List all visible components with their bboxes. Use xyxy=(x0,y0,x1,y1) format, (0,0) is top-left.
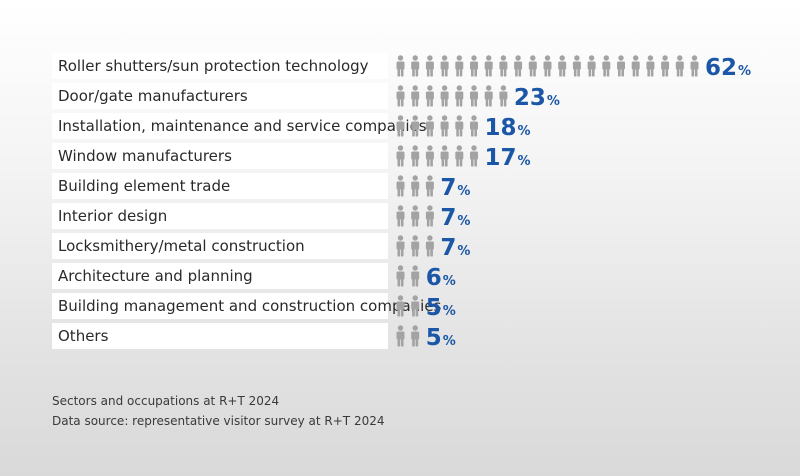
person-icon xyxy=(425,205,434,227)
person-icon xyxy=(396,55,405,77)
person-icon xyxy=(661,55,670,77)
person-icon xyxy=(499,85,508,107)
person-icon xyxy=(411,55,420,77)
category-label: Architecture and planning xyxy=(58,267,253,285)
value-label: 7% xyxy=(440,205,470,231)
row-label-background xyxy=(52,53,388,79)
person-icon xyxy=(425,115,434,137)
person-icon xyxy=(470,145,478,167)
category-label: Roller shutters/sun protection technolog… xyxy=(58,57,369,75)
chart-row: Others 5% xyxy=(52,323,456,351)
person-icon xyxy=(411,265,420,287)
person-icon xyxy=(484,85,493,107)
person-icon xyxy=(425,235,434,257)
chart-row: Architecture and planning 6% xyxy=(52,263,456,291)
row-label-background xyxy=(52,293,388,319)
person-icon xyxy=(440,145,449,167)
value-label: 62% xyxy=(705,55,751,81)
row-label-background xyxy=(52,263,388,289)
person-icon xyxy=(690,55,699,77)
category-label: Door/gate manufacturers xyxy=(58,87,248,105)
person-icon xyxy=(675,55,684,77)
category-label: Others xyxy=(58,327,109,345)
chart-row: Interior design 7% xyxy=(52,203,470,231)
category-label: Building management and construction com… xyxy=(58,297,442,315)
person-icon xyxy=(528,55,537,77)
person-icon xyxy=(411,205,420,227)
person-icon xyxy=(455,55,464,77)
person-icon xyxy=(646,55,655,77)
person-icon xyxy=(455,145,464,167)
chart-row: Locksmithery/metal construction 7% xyxy=(52,233,470,261)
person-icon xyxy=(396,325,405,347)
category-label: Locksmithery/metal construction xyxy=(58,237,305,255)
row-label-background xyxy=(52,233,388,259)
person-icon xyxy=(396,235,405,257)
value-label: 5% xyxy=(426,325,456,351)
person-icon xyxy=(396,175,405,197)
person-icon xyxy=(587,55,596,77)
row-label-background xyxy=(52,83,388,109)
row-label-background xyxy=(52,173,388,199)
value-label: 17% xyxy=(485,145,531,171)
person-icon xyxy=(396,205,405,227)
chart-row: Building element trade 7% xyxy=(52,173,470,201)
value-label: 23% xyxy=(514,85,560,111)
person-icon xyxy=(425,175,434,197)
person-icon xyxy=(411,85,420,107)
person-icon xyxy=(470,55,478,77)
category-label: Interior design xyxy=(58,207,167,225)
chart-row: Installation, maintenance and service co… xyxy=(52,113,531,141)
person-icon xyxy=(455,85,464,107)
person-icon xyxy=(440,55,449,77)
person-icon xyxy=(543,55,552,77)
person-icon xyxy=(631,55,640,77)
footer-source: Data source: representative visitor surv… xyxy=(52,414,385,428)
chart-row: Door/gate manufacturers 23% xyxy=(52,83,560,111)
person-icon xyxy=(617,55,625,77)
person-icon xyxy=(499,55,508,77)
person-icon xyxy=(484,55,493,77)
value-label: 5% xyxy=(426,295,456,321)
person-icon xyxy=(558,55,567,77)
person-icon xyxy=(411,145,420,167)
person-icon xyxy=(470,115,478,137)
person-icon xyxy=(440,85,449,107)
value-label: 7% xyxy=(440,235,470,261)
chart-row: Building management and construction com… xyxy=(52,293,456,321)
row-label-background xyxy=(52,143,388,169)
person-icon xyxy=(396,145,405,167)
row-label-background xyxy=(52,203,388,229)
person-icon xyxy=(455,115,464,137)
category-label: Building element trade xyxy=(58,177,230,195)
footer-caption: Sectors and occupations at R+T 2024 xyxy=(52,394,280,408)
person-icon xyxy=(396,265,405,287)
person-icon xyxy=(411,325,420,347)
person-icon xyxy=(411,235,420,257)
value-label: 18% xyxy=(485,115,531,141)
person-icon xyxy=(396,85,405,107)
person-icon xyxy=(411,175,420,197)
person-icon xyxy=(572,55,581,77)
person-icon xyxy=(440,115,449,137)
person-icon xyxy=(425,145,434,167)
chart-row: Roller shutters/sun protection technolog… xyxy=(52,53,751,81)
category-label: Window manufacturers xyxy=(58,147,232,165)
person-icon xyxy=(425,55,434,77)
value-label: 7% xyxy=(440,175,470,201)
person-icon xyxy=(470,85,478,107)
person-icon xyxy=(514,55,523,77)
value-label: 6% xyxy=(426,265,456,291)
person-icon xyxy=(602,55,611,77)
category-label: Installation, maintenance and service co… xyxy=(58,117,427,135)
row-label-background xyxy=(52,113,388,139)
person-icon xyxy=(425,85,434,107)
row-label-background xyxy=(52,323,388,349)
chart-row: Window manufacturers 17% xyxy=(52,143,531,171)
